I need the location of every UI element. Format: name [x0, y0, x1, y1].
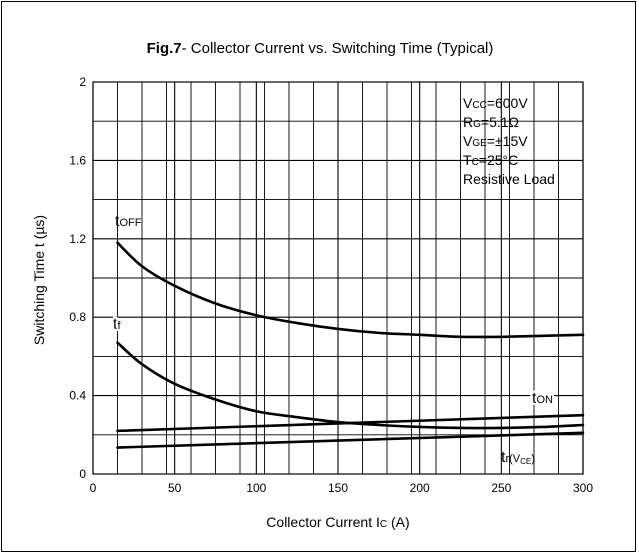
y-tick-labels: 0 0.4 0.8 1.2 1.6 2 [69, 75, 86, 481]
series-line-t-on [116, 413, 585, 433]
x-tick-label: 50 [168, 481, 182, 495]
series-group [116, 241, 585, 449]
y-tick-label: 0 [79, 467, 86, 481]
curve-label: tOFF [115, 213, 142, 230]
x-tick-label: 0 [90, 481, 97, 495]
series-line-t-f [116, 341, 585, 430]
curve-labels: tOFF tf tON tr(VCE) [111, 213, 555, 466]
chart-title-text: - Collector Current vs. Switching Time (… [182, 40, 494, 57]
chart-title: Fig.7- Collector Current vs. Switching T… [147, 40, 494, 57]
x-tick-label: 300 [573, 481, 593, 495]
y-tick-label: 1.6 [69, 153, 86, 167]
condition-line: RG=5.1Ω [463, 114, 519, 130]
y-tick-label: 0.8 [69, 310, 86, 324]
chart-title-figure: Fig.7 [147, 40, 182, 57]
plot-area [92, 81, 585, 475]
x-tick-labels: 0 50 100 150 200 250 300 [90, 481, 594, 495]
y-axis-label: Switching Time t (µs) [31, 215, 47, 345]
x-tick-label: 150 [328, 481, 348, 495]
curve-label: tf [113, 316, 121, 333]
x-tick-label: 250 [491, 481, 511, 495]
condition-line: VGE=±15V [463, 133, 528, 149]
series-line-t-off [116, 241, 585, 339]
x-tick-label: 200 [410, 481, 430, 495]
condition-line: Resistive Load [463, 171, 555, 187]
y-tick-label: 2 [79, 75, 86, 89]
curve-label: tr(VCE) [501, 449, 535, 466]
conditions-legend: VCC=600V RG=5.1Ω VGE=±15V TC=25°C Resistive … [463, 95, 555, 187]
major-grid [92, 81, 584, 475]
y-tick-label: 0.4 [69, 389, 86, 403]
x-tick-label: 100 [246, 481, 266, 495]
x-axis-label: Collector Current IC (A) [266, 514, 409, 530]
series-line-t-r-v-ce- [116, 431, 585, 449]
y-tick-label: 1.2 [69, 232, 86, 246]
condition-line: VCC=600V [463, 95, 528, 111]
condition-line: TC=25°C [463, 152, 518, 168]
curve-label: tON [532, 390, 553, 407]
